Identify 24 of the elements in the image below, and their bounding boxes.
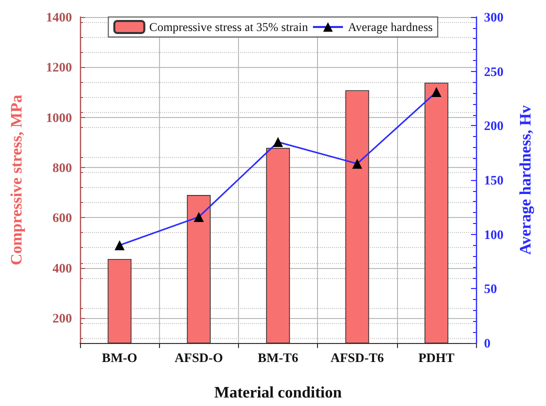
y-tick-label: 1200 — [46, 60, 72, 75]
x-tick-label: BM-T6 — [258, 350, 299, 365]
x-tick-label: PDHT — [418, 350, 455, 365]
x-tick-label: AFSD-O — [174, 350, 223, 365]
y-tick-label: 800 — [52, 160, 72, 175]
y-tick-label: 400 — [52, 260, 72, 276]
y-tick-label: 1400 — [46, 10, 72, 24]
y2-tick-label: 50 — [484, 281, 497, 296]
legend-label: Compressive stress at 35% strain — [149, 20, 308, 34]
y-axis-title: Compressive stress, MPa — [8, 94, 26, 266]
y2-tick-label: 150 — [484, 172, 504, 188]
y2-tick-label: 200 — [484, 118, 504, 134]
x-axis-title: Material condition — [214, 384, 342, 402]
y2-axis-title: Average hardness, Hv — [518, 105, 534, 255]
y2-tick-label: 0 — [484, 336, 490, 350]
y2-tick-label: 250 — [484, 64, 504, 79]
y-tick-label: 1000 — [46, 110, 72, 125]
x-tick-label: AFSD-T6 — [330, 350, 384, 365]
legend-label: Average hardness — [348, 20, 434, 34]
y2-tick-label: 100 — [484, 226, 504, 242]
y-tick-label: 600 — [52, 210, 72, 226]
y-tick-label: 200 — [52, 310, 72, 326]
x-tick-label: BM-O — [102, 350, 138, 365]
y2-tick-label: 300 — [484, 10, 504, 24]
